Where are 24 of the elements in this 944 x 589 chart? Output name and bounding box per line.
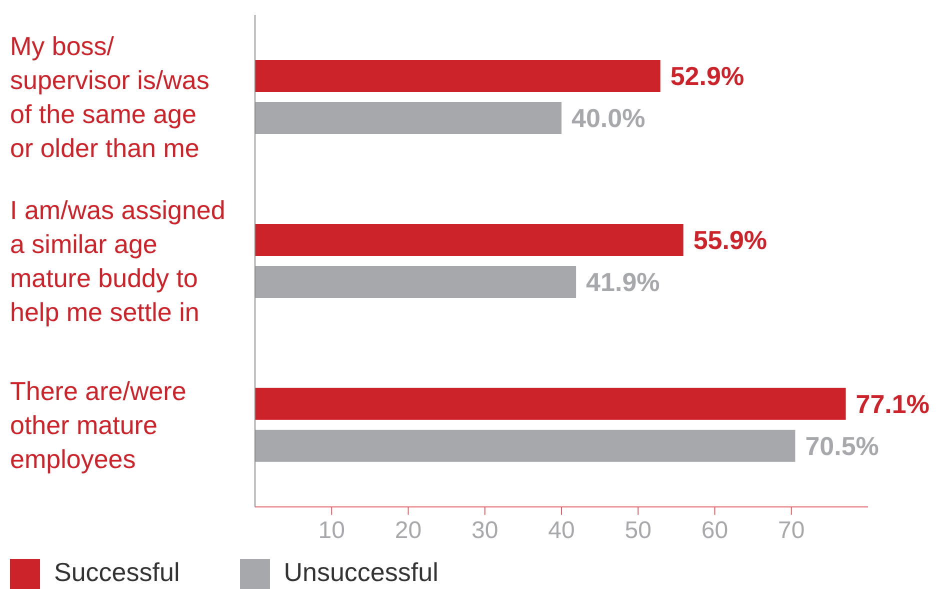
x-tick-label: 50	[624, 516, 652, 544]
x-tick-label: 30	[472, 516, 498, 544]
bar	[255, 430, 796, 462]
legend-label: Successful	[54, 556, 180, 587]
data-label: 55.9%	[693, 225, 768, 256]
bar	[255, 388, 846, 420]
data-label: 52.9%	[670, 61, 744, 92]
x-tick-label: 40	[548, 516, 575, 544]
y-tick-label: I am/was assigned a similar age mature buddy to help me settle in	[10, 194, 226, 327]
bar	[255, 224, 684, 256]
data-label: 77.1%	[856, 389, 930, 420]
bar	[255, 266, 576, 298]
x-tick-label: 10	[318, 516, 345, 544]
x-tick-label: 70	[778, 516, 805, 544]
y-tick-label: There are/were other mature employees	[10, 376, 186, 474]
bar	[255, 60, 660, 92]
y-tick-label: My boss/ supervisor is/was of the same age or older than me	[10, 30, 210, 163]
data-label: 40.0%	[572, 103, 646, 134]
x-tick-label: 60	[701, 516, 728, 544]
legend-label: Unsuccessful	[284, 556, 438, 587]
data-label: 41.9%	[586, 267, 660, 298]
x-tick-label: 20	[394, 516, 422, 544]
bar	[255, 102, 562, 134]
data-label: 70.5%	[805, 431, 879, 462]
